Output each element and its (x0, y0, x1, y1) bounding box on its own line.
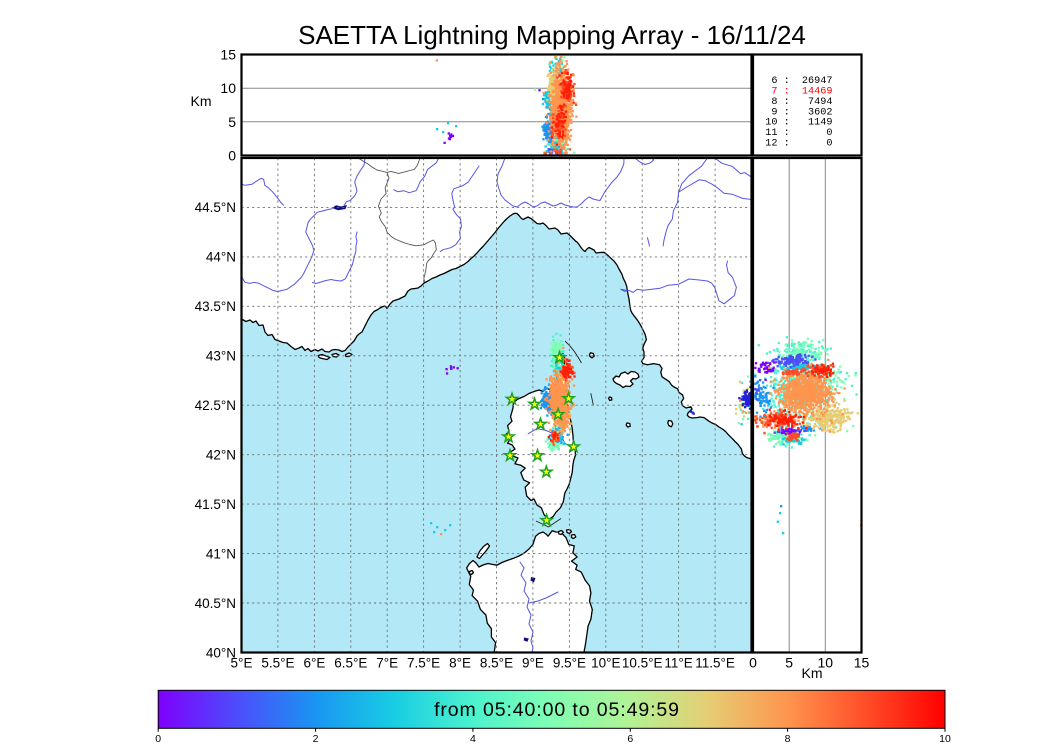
svg-text:10: 10 (220, 80, 236, 96)
svg-text:4: 4 (470, 733, 476, 745)
svg-text:0: 0 (749, 655, 757, 671)
svg-text:15: 15 (220, 47, 236, 63)
svg-text:11 : 0: 11 : 0 (765, 128, 832, 139)
svg-text:12 : 0: 12 : 0 (765, 139, 832, 150)
svg-text:10.5°E: 10.5°E (622, 656, 663, 671)
svg-text:41.5°N: 41.5°N (195, 497, 236, 512)
svg-text:10°E: 10°E (591, 656, 620, 671)
svg-text:8 : 7494: 8 : 7494 (765, 97, 832, 108)
svg-text:6: 6 (627, 733, 633, 745)
svg-text:10: 10 (818, 655, 834, 671)
svg-text:6°E: 6°E (303, 656, 325, 671)
svg-text:5.5°E: 5.5°E (261, 656, 294, 671)
svg-text:5°E: 5°E (231, 656, 253, 671)
svg-text:44.5°N: 44.5°N (195, 200, 236, 215)
svg-text:11°E: 11°E (664, 656, 692, 671)
svg-text:0: 0 (155, 733, 161, 745)
svg-text:5: 5 (785, 655, 793, 671)
svg-text:8°E: 8°E (449, 656, 471, 671)
svg-text:from 05:40:00 to 05:49:59: from 05:40:00 to 05:49:59 (434, 699, 680, 721)
svg-text:8: 8 (785, 733, 791, 745)
svg-text:43°N: 43°N (206, 349, 236, 364)
svg-text:5: 5 (228, 114, 236, 130)
svg-text:7°E: 7°E (376, 656, 398, 671)
svg-text:11.5°E: 11.5°E (695, 656, 735, 671)
svg-text:7 : 14469: 7 : 14469 (765, 86, 832, 97)
svg-text:Km: Km (191, 93, 212, 109)
svg-text:9.5°E: 9.5°E (553, 656, 586, 671)
svg-text:9°E: 9°E (522, 656, 544, 671)
svg-text:10 : 1149: 10 : 1149 (765, 118, 832, 129)
svg-text:8.5°E: 8.5°E (480, 656, 513, 671)
svg-text:15: 15 (854, 655, 870, 671)
svg-text:2: 2 (313, 733, 319, 745)
svg-text:0: 0 (228, 148, 236, 164)
svg-text:6.5°E: 6.5°E (334, 656, 367, 671)
svg-text:42.5°N: 42.5°N (195, 398, 236, 413)
svg-text:42°N: 42°N (206, 448, 236, 463)
svg-text:Km: Km (802, 665, 823, 681)
svg-text:SAETTA Lightning Mapping Array: SAETTA Lightning Mapping Array - 16/11/2… (298, 20, 806, 50)
svg-text:9 : 3602: 9 : 3602 (765, 107, 832, 118)
svg-text:41°N: 41°N (206, 546, 236, 561)
svg-text:40.5°N: 40.5°N (195, 596, 236, 611)
svg-text:10: 10 (939, 733, 951, 745)
svg-text:44°N: 44°N (206, 250, 236, 265)
svg-text:40°N: 40°N (206, 645, 236, 660)
svg-text:7.5°E: 7.5°E (407, 656, 440, 671)
svg-text:6 : 26947: 6 : 26947 (765, 76, 832, 87)
svg-text:43.5°N: 43.5°N (195, 299, 236, 314)
